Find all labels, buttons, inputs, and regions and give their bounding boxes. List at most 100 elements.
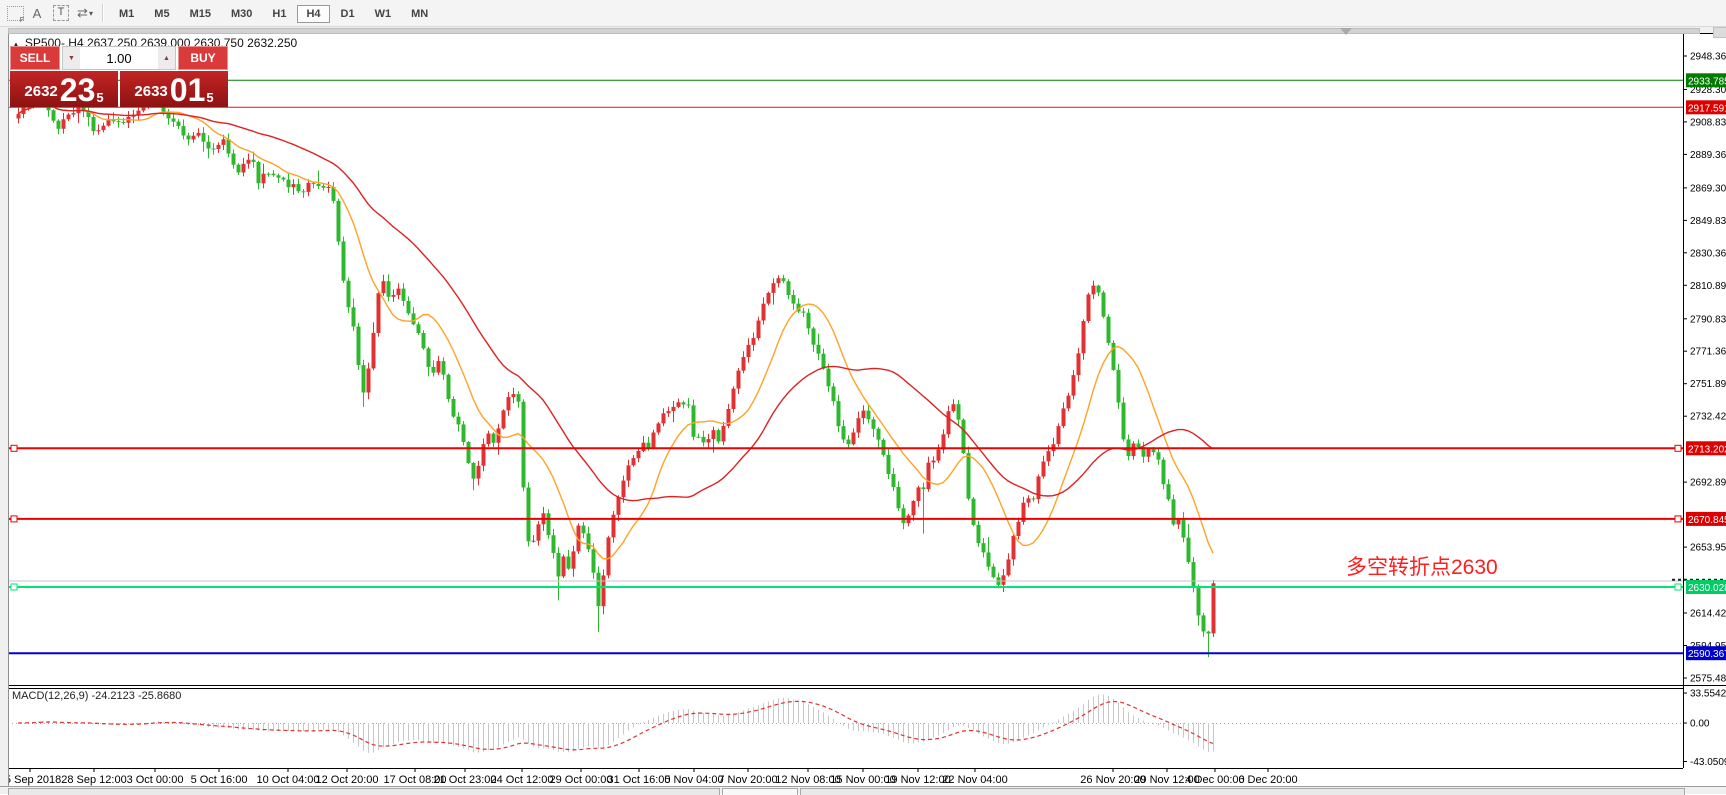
price-axis[interactable]: 2948.360 2928.300 2908.830 2889.360 2869.300…: [1683, 52, 1726, 769]
font-tool-icon[interactable]: A: [32, 5, 42, 21]
candle-body: [1026, 498, 1031, 503]
candle-body: [1161, 459, 1166, 485]
symbol-caret-icon[interactable]: ▲: [12, 40, 20, 49]
candle-body: [261, 173, 266, 184]
volume-increase-button[interactable]: ▲: [158, 47, 175, 69]
candle-body: [836, 401, 841, 427]
candle-body: [871, 419, 876, 429]
ma-line-fast-ma: [17, 103, 1214, 560]
candle-body: [756, 320, 761, 339]
hline-price-label: 2590.367: [1688, 649, 1726, 660]
volume-stepper: ▼ ▲: [62, 46, 176, 70]
candle-body: [846, 439, 851, 445]
candle-body: [321, 186, 326, 188]
hline-price-label: 2713.202: [1688, 444, 1726, 455]
candle-body: [1081, 321, 1086, 354]
hline-handle[interactable]: [10, 444, 18, 452]
price-tick-label: 2614.420: [1690, 609, 1726, 620]
hline-handle[interactable]: [1674, 444, 1682, 452]
candle-body: [1196, 587, 1201, 616]
candle-body: [356, 326, 361, 366]
candle-body: [441, 361, 446, 375]
candle-body: [591, 549, 596, 573]
hline-handle[interactable]: [1674, 515, 1682, 523]
candle-body: [676, 402, 681, 407]
price-tick-label: 2732.420: [1690, 412, 1726, 423]
time-axis-label: 17 Oct 08:00: [384, 774, 447, 786]
candle-body: [801, 311, 806, 313]
chart-tab[interactable]: [722, 788, 798, 795]
candle-body: [191, 135, 196, 140]
volume-input[interactable]: [80, 47, 158, 69]
chart-scrollbar-thumb[interactable]: [8, 28, 1700, 34]
candle-body: [431, 366, 436, 373]
candle-body: [326, 187, 331, 188]
tf-MN[interactable]: MN: [411, 8, 429, 20]
tf-M5[interactable]: M5: [154, 8, 170, 20]
buy-price-sup: 5: [206, 90, 214, 105]
candle-body: [531, 540, 536, 542]
price-tick-label: 2692.890: [1690, 478, 1726, 489]
candle-body: [1156, 452, 1161, 460]
candle-body: [786, 281, 791, 295]
time-axis[interactable]: 25 Sep 2018 28 Sep 12:00 3 Oct 00:00 5 Oct …: [0, 769, 1298, 786]
candle-body: [86, 110, 91, 117]
candle-body: [506, 397, 511, 411]
scroll-position-marker-icon: [1340, 28, 1352, 35]
sell-price-box[interactable]: 2632 23 5: [10, 71, 118, 107]
candle-body: [1211, 583, 1216, 634]
sell-button[interactable]: SELL: [10, 46, 60, 70]
candle-body: [241, 163, 246, 173]
tf-M30[interactable]: M30: [230, 8, 253, 20]
candle-body: [1166, 484, 1171, 500]
objects-tool-icon[interactable]: ⇄ ▾: [77, 5, 93, 20]
candle-body: [51, 110, 56, 121]
hline-handle[interactable]: [1674, 583, 1682, 591]
tf-H4[interactable]: H4: [297, 5, 330, 23]
chart-tab[interactable]: [8, 788, 720, 795]
horizontal-lines: [8, 79, 1683, 655]
text-label-tool-icon[interactable]: T: [50, 3, 72, 23]
candle-body: [896, 487, 901, 509]
candle-body: [391, 295, 396, 297]
price-tick-label: 2889.360: [1690, 150, 1726, 161]
tf-D1[interactable]: D1: [340, 8, 355, 20]
annotation-text[interactable]: 多空转折点2630: [1346, 556, 1498, 579]
sell-price-prefix: 2632: [24, 83, 58, 100]
chart-scrollbar[interactable]: [0, 27, 1726, 34]
candle-body: [986, 552, 991, 567]
volume-decrease-button[interactable]: ▼: [63, 47, 80, 69]
hline-handle[interactable]: [10, 583, 18, 591]
candle-body: [566, 556, 571, 569]
candle-body: [516, 394, 521, 402]
candle-body: [1176, 519, 1181, 525]
candle-body: [656, 423, 661, 433]
hline-price-label: 2670.845: [1688, 515, 1726, 526]
tf-M15[interactable]: M15: [189, 8, 211, 20]
candle-body: [481, 444, 486, 466]
candle-body: [106, 118, 111, 126]
candle-body: [816, 344, 821, 354]
buy-button[interactable]: BUY: [178, 46, 228, 70]
candle-body: [236, 164, 241, 173]
tf-H1[interactable]: H1: [272, 8, 287, 20]
hline-handle[interactable]: [10, 515, 18, 523]
toolbar-separator: [102, 4, 104, 22]
time-axis-label: 21 Oct 23:00: [434, 774, 497, 786]
candle-body: [211, 148, 216, 150]
candle-body: [921, 487, 926, 490]
candlesticks: [16, 88, 1216, 658]
tf-M1[interactable]: M1: [119, 8, 135, 20]
candle-body: [646, 442, 651, 448]
candle-body: [451, 399, 456, 417]
indicator-grid-icon[interactable]: F: [1, 3, 24, 24]
buy-price-box[interactable]: 2633 01 5: [120, 71, 228, 107]
candle-body: [206, 141, 211, 149]
tf-W1[interactable]: W1: [374, 8, 392, 20]
candle-body: [866, 410, 871, 420]
chart-tab[interactable]: [800, 788, 1685, 795]
candle-body: [346, 280, 351, 308]
candle-body: [606, 537, 611, 576]
candle-body: [1066, 395, 1071, 409]
